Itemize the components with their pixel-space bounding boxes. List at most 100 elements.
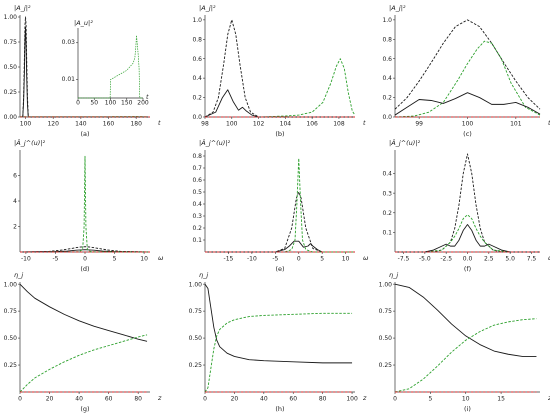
- x-tick-label: 50: [90, 100, 98, 107]
- x-tick-label: 140: [75, 121, 87, 128]
- y-tick-label: 0.6: [192, 56, 202, 63]
- x-tick-label: 104: [280, 121, 292, 128]
- x-axis-label: ω: [363, 254, 369, 262]
- y-tick-label: 1.00: [4, 281, 18, 288]
- panel-label: (g): [80, 405, 89, 413]
- y-tick-label: 0.25: [4, 89, 18, 96]
- x-tick-label: 60: [105, 396, 113, 403]
- x-tick-label: 20: [46, 396, 54, 403]
- y-tick-label: 0.2: [382, 210, 392, 217]
- inset-background: [64, 18, 151, 108]
- x-tick-label: 100: [346, 396, 358, 403]
- series-black-solid-line: [19, 283, 148, 342]
- y-tick-label: 0.6: [192, 177, 202, 184]
- y-tick-label: 0.4: [382, 171, 392, 178]
- y-tick-label: 0.00: [4, 114, 18, 121]
- panel-2: 99 100 101 0.0 0.2 0.4 0.6 0.8 1.0 |A_j|²t (c): [382, 4, 550, 138]
- x-tick-label: 99: [415, 121, 423, 128]
- y-axis-label: |Â_j^(u)|²: [14, 138, 46, 147]
- inset-axes: 0 50 100 150 200 0.01 0.03 |A_u|²t: [62, 19, 149, 107]
- series-black-dashed-line: [205, 191, 355, 253]
- panel-label: (d): [80, 265, 89, 273]
- y-tick-label: 0.75: [4, 308, 18, 315]
- y-tick-label: 4: [13, 198, 17, 205]
- x-tick-label: 200: [137, 100, 149, 107]
- y-tick-label: 0.75: [379, 308, 393, 315]
- x-tick-label: 60: [289, 396, 297, 403]
- x-tick-label: 40: [75, 396, 83, 403]
- y-tick-label: 0.01: [62, 76, 76, 83]
- y-tick-label: 0.8: [192, 153, 202, 160]
- x-tick-label: -5: [272, 256, 278, 263]
- y-tick-label: 0.3: [192, 213, 202, 220]
- panel-5: -7.5 -5.0 -2.5 0.0 2.5 5.0 7.5 0.1 0.2 0.3 0.4 |Â_j…: [382, 138, 550, 273]
- series-green-dashed-line: [205, 58, 356, 118]
- y-tick-label: 0.2: [382, 95, 392, 102]
- y-axis-label: |Â_j^(u)|²: [199, 138, 231, 147]
- panel-3: -10 -5 0 5 10 2 4 6 |Â_j^(u)|² ω (d): [13, 138, 164, 273]
- y-tick-label: 0.3: [382, 190, 392, 197]
- y-tick-label: 0.8: [192, 36, 202, 43]
- x-tick-label: 160: [103, 121, 115, 128]
- x-tick-label: 0: [18, 396, 22, 403]
- x-tick-label: 7.5: [527, 256, 537, 263]
- x-axis-label: t: [146, 93, 149, 101]
- y-tick-label: 0.03: [62, 39, 76, 46]
- series-black-solid-line: [205, 240, 355, 253]
- y-tick-label: 0.50: [189, 335, 203, 342]
- y-tick-label: 0.7: [192, 165, 202, 172]
- y-tick-label: 0.1: [382, 229, 392, 236]
- y-tick-label: 1.00: [4, 14, 18, 21]
- y-tick-label: 0.0: [382, 114, 392, 121]
- x-axis-label: ω: [548, 254, 550, 262]
- series-black-solid-line: [204, 283, 353, 364]
- y-tick-label: 0.1: [192, 237, 202, 244]
- panel-label: (i): [464, 405, 471, 413]
- y-tick-label: 0.2: [192, 95, 202, 102]
- series-green-dashed-line: [395, 214, 540, 253]
- x-tick-label: 101: [510, 121, 522, 128]
- series-black-dashed-line: [19, 246, 151, 253]
- x-tick-label: -7.5: [398, 256, 410, 263]
- x-axis-label: ω: [158, 254, 164, 262]
- panel-label: (h): [275, 405, 284, 413]
- y-axis-label: η_j: [389, 271, 398, 279]
- x-tick-label: 5: [113, 256, 117, 263]
- series-green-dashed-line: [394, 318, 537, 393]
- x-tick-label: -5: [52, 256, 58, 263]
- y-tick-label: 2: [13, 224, 17, 231]
- y-axis-label: η_j: [14, 271, 23, 279]
- series-green-dashed-line: [204, 312, 353, 393]
- panel-4: -15 -10 -5 0 5 10 0.1 0.2 0.3 0.4 0.5 0.6 0.7 0.8 |Â_j…: [192, 138, 369, 273]
- y-tick-label: 1.00: [189, 281, 203, 288]
- series-green-dashed-line: [394, 40, 541, 118]
- y-axis-label: |Â_j^(u)|²: [389, 138, 421, 147]
- y-tick-label: 0.5: [192, 189, 202, 196]
- x-tick-label: -10: [21, 256, 31, 263]
- x-tick-label: 150: [121, 100, 133, 107]
- y-tick-label: 0.50: [379, 335, 393, 342]
- series-green-dashed-line: [19, 334, 148, 393]
- y-tick-label: 1.0: [192, 17, 202, 24]
- x-tick-label: 15: [497, 396, 505, 403]
- y-tick-label: 0.75: [189, 308, 203, 315]
- series-black-solid-line: [394, 92, 541, 116]
- series-black-solid-line: [204, 89, 355, 118]
- y-tick-label: 0.50: [4, 64, 18, 71]
- panel-label: (b): [275, 130, 284, 138]
- x-tick-label: 0: [297, 256, 301, 263]
- x-tick-label: 0.0: [463, 256, 473, 263]
- x-tick-label: 10: [342, 256, 350, 263]
- series-green-dashed-line: [19, 155, 151, 253]
- panel-8: 0 5 10 15 0.25 0.50 0.75 1.00 η_jz (i): [379, 271, 550, 413]
- x-axis-label: t: [363, 119, 366, 127]
- series-black-dashed-line: [395, 153, 540, 253]
- panel-label: (c): [463, 130, 472, 138]
- x-tick-label: 100: [20, 121, 32, 128]
- x-axis-label: z: [362, 394, 367, 402]
- x-tick-label: 10: [140, 256, 148, 263]
- series-black-dashed-line: [394, 19, 541, 110]
- panel-6: 0 20 40 60 80 0.25 0.50 0.75 1.00 η_jz (g): [4, 271, 162, 413]
- x-tick-label: 98: [201, 121, 209, 128]
- x-tick-label: 102: [253, 121, 265, 128]
